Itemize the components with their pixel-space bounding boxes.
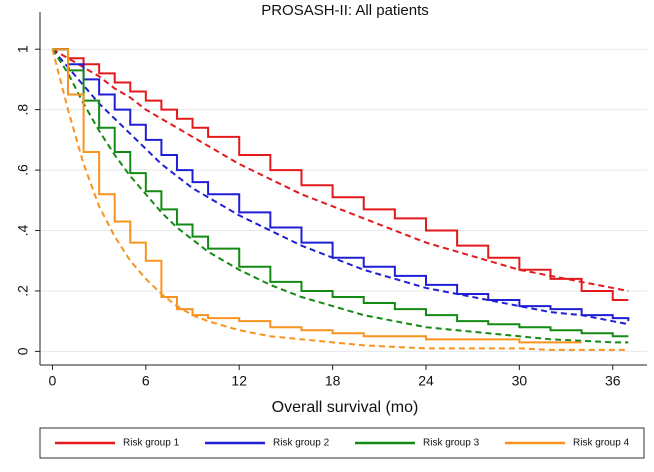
x-tick-label: 12 (231, 373, 247, 389)
y-tick-label: .8 (15, 104, 31, 116)
km-curve (52, 48, 582, 344)
x-axis-label: Overall survival (mo) (272, 399, 419, 416)
y-tick-label: .6 (15, 164, 31, 176)
x-tick-label: 36 (605, 373, 621, 389)
y-tick-label: .4 (15, 224, 31, 236)
x-tick-label: 6 (142, 373, 150, 389)
y-tick-label: 0 (15, 347, 31, 355)
x-tick-label: 18 (325, 373, 341, 389)
y-tick-label: 1 (15, 45, 31, 53)
fit-curve (51, 48, 629, 351)
fit-curve (51, 48, 629, 326)
x-tick-label: 30 (512, 373, 528, 389)
chart-title: PROSASH-II: All patients (261, 2, 429, 19)
km-curve (52, 48, 629, 338)
x-tick-label: 24 (418, 373, 434, 389)
legend-label: Risk group 4 (573, 438, 630, 449)
legend-label: Risk group 1 (123, 438, 180, 449)
fit-curve (51, 48, 629, 344)
km-curve (52, 48, 629, 302)
legend-label: Risk group 2 (273, 438, 330, 449)
fit-curve (51, 48, 629, 292)
x-tick-label: 0 (49, 373, 57, 389)
legend-label: Risk group 3 (423, 438, 480, 449)
km-curve (52, 48, 630, 322)
y-tick-label: .2 (15, 285, 31, 297)
